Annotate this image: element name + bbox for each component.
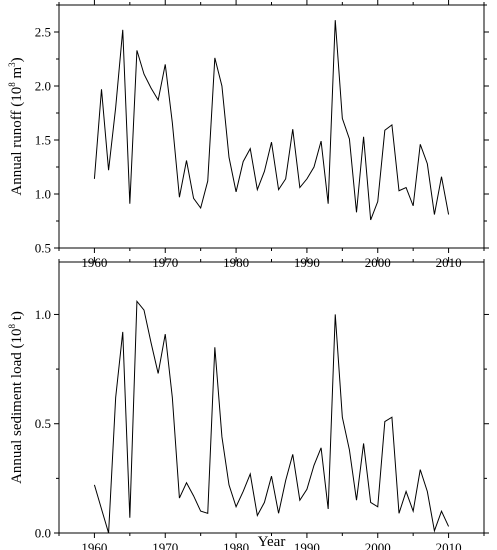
- panel-1-y-tick-label-3: 2.0: [35, 79, 51, 94]
- panel-2-y-axis-title: Annual sediment load (108 t): [7, 311, 25, 484]
- panel-1-y-tick-label-1: 1.0: [35, 187, 51, 202]
- panel-2-x-tick-label-0: 1960: [81, 540, 107, 550]
- panel-2-x-tick-label-2: 1980: [223, 540, 249, 550]
- panel-2-y-tick-label-0: 0.0: [35, 526, 51, 541]
- panel-2-x-tick-label-1: 1970: [152, 540, 178, 550]
- panel-1-y-axis-title: Annual runoff (108 m3): [7, 57, 25, 195]
- panel-1-y-tick-label-4: 2.5: [35, 25, 51, 40]
- panel-2-x-tick-label-3: 1990: [294, 540, 320, 550]
- panel-2-x-axis-title: Year: [258, 534, 286, 550]
- panel-2-series-line-0: [93, 299, 450, 534]
- panel-1-series-line-0: [93, 20, 450, 221]
- panel-2-y-tick-label-2: 1.0: [35, 307, 51, 322]
- panel-2-x-tick-label-5: 2010: [436, 540, 462, 550]
- panel-2-x-tick-label-4: 2000: [365, 540, 391, 550]
- panel-2-y-tick-label-1: 0.5: [35, 416, 51, 431]
- panel-1-y-tick-label-2: 1.5: [35, 133, 51, 148]
- panel-2-plot-frame: [58, 261, 485, 534]
- panel-1-y-tick-label-0: 0.5: [35, 241, 51, 256]
